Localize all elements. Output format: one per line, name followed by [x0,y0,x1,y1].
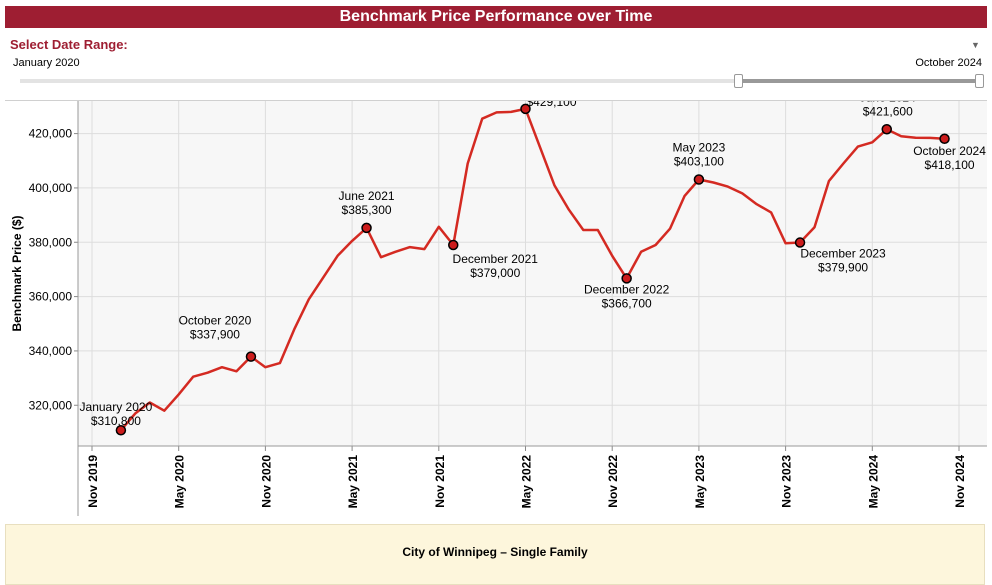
annotation-value-label: $418,100 [925,158,975,172]
annotation-value-label: $429,100 [526,101,576,109]
annotation-value-label: $337,900 [190,328,240,342]
x-tick-label: Nov 2022 [606,455,620,508]
y-tick-label: 380,000 [29,235,73,249]
slider-track[interactable] [20,79,980,83]
page-title: Benchmark Price Performance over Time [5,6,987,28]
annotation-marker[interactable] [621,273,632,284]
annotation-marker[interactable] [245,351,257,362]
footer-title: City of Winnipeg – Single Family [402,545,588,559]
annotation-marker[interactable] [361,222,372,234]
annotation-marker[interactable] [881,124,892,135]
benchmark-price-chart: 320,000 340,000 360,000 380,000 400,000 420,0… [10,81,987,516]
annotation-date-label: June 2021 [339,189,395,203]
annotation-date-label: October 2024 [913,144,986,158]
annotation-date-label: January 2020 [80,400,153,414]
annotation-marker[interactable] [520,103,531,115]
x-tick-label: Nov 2024 [953,455,967,508]
x-tick-label: Nov 2019 [86,455,100,508]
date-range-label: Select Date Range: [10,37,128,52]
annotation-date-label: December 2022 [584,282,670,296]
annotation-value-label: $379,000 [470,266,520,280]
x-tick-label: Nov 2021 [433,455,447,508]
y-tick-label: 360,000 [29,290,73,304]
annotation-date-label: May 2023 [673,141,726,155]
annotation-value-label: $310,800 [91,414,141,428]
annotation-value-label: $421,600 [863,104,913,118]
date-range-start: January 2020 [13,57,80,69]
annotation-date-label: December 2021 [453,252,539,266]
footer-panel: City of Winnipeg – Single Family [5,524,985,585]
y-tick-label: 340,000 [29,344,73,358]
chart-panel: 320,000 340,000 360,000 380,000 400,000 420,0… [5,81,987,516]
plot-area [78,101,987,446]
annotation-value-label: $403,100 [674,155,724,169]
annotation-marker[interactable] [693,174,705,185]
annotation-value-label: $385,300 [342,203,392,217]
slider-handle-end[interactable] [975,74,984,88]
annotation-marker[interactable] [794,237,806,248]
chevron-down-icon[interactable]: ▼ [971,40,980,50]
series-line [119,107,945,432]
x-tick-label: Nov 2023 [780,455,794,508]
y-axis-title: Benchmark Price ($) [10,215,24,331]
annotation-marker[interactable] [115,424,127,436]
y-tick-label: 320,000 [29,398,73,412]
annotation-date-label: December 2023 [800,247,886,261]
x-tick-label: Nov 2020 [259,455,273,508]
annotation-marker[interactable] [939,133,950,145]
x-tick-label: May 2022 [520,455,534,509]
annotation-value-label: $366,700 [602,296,652,310]
y-tick-label: 400,000 [29,181,73,195]
y-tick-label: 420,000 [29,127,73,141]
x-tick-label: May 2023 [693,455,707,509]
date-range-end: October 2024 [915,57,982,69]
slider-handle-start[interactable] [734,74,744,88]
slider-selected-range[interactable] [738,79,980,83]
x-tick-label: May 2024 [866,455,880,509]
annotation-marker[interactable] [448,239,459,251]
x-tick-label: May 2020 [173,455,187,509]
annotation-value-label: $379,900 [818,261,868,275]
annotation-date-label: October 2020 [179,314,252,328]
x-tick-label: May 2021 [346,455,360,509]
